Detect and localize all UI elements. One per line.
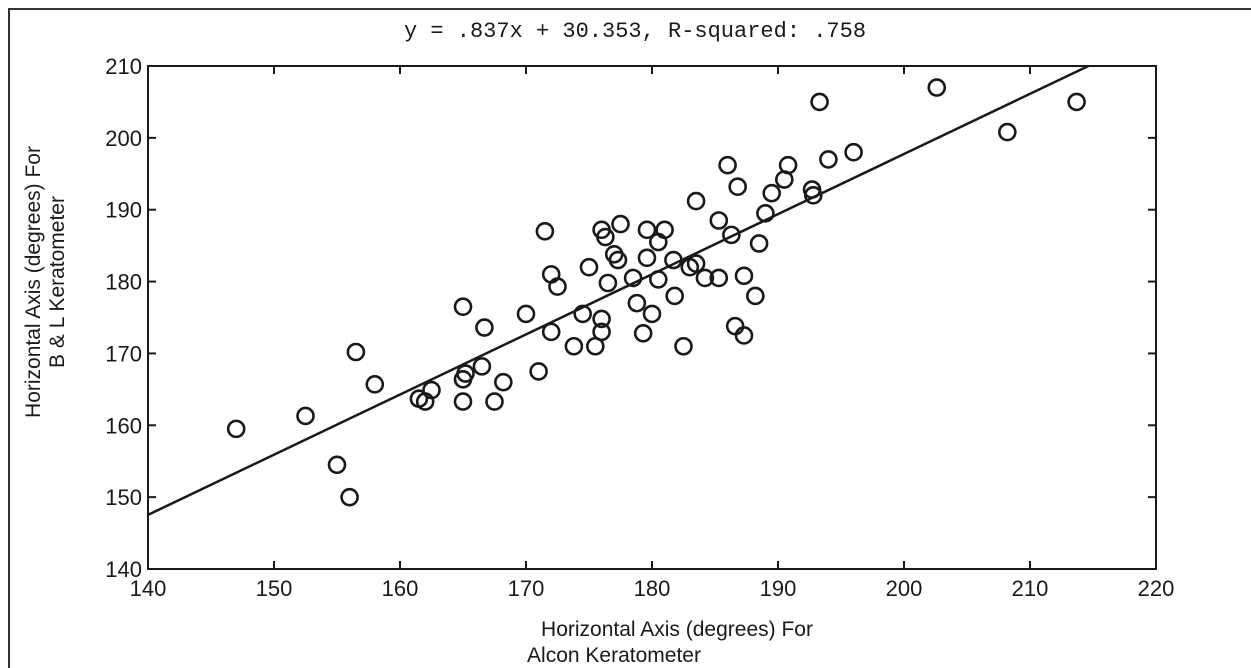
x-tick-label: 210 <box>1012 576 1049 601</box>
data-point <box>453 297 473 317</box>
data-point <box>453 392 473 411</box>
data-point <box>535 221 555 241</box>
x-axis-ticks: 140 150 160 170 180 190 200 210 220 <box>130 66 1175 601</box>
x-tick-label: 150 <box>256 576 293 601</box>
data-point <box>734 266 754 286</box>
data-point <box>1067 92 1086 112</box>
data-point <box>655 220 674 240</box>
data-point <box>722 225 741 245</box>
data-point <box>226 419 246 439</box>
data-point <box>728 177 747 197</box>
y-axis-ticks: 140 150 160 170 180 190 200 210 <box>105 54 1156 582</box>
frame-border-left <box>8 8 10 668</box>
regression-line <box>147 64 1089 516</box>
y-tick-label: 200 <box>105 126 142 151</box>
data-point <box>592 322 611 342</box>
data-point <box>803 186 823 205</box>
data-point <box>927 78 947 97</box>
data-point <box>725 316 745 336</box>
frame-border-top <box>8 8 1251 10</box>
data-point <box>648 270 668 289</box>
y-axis-label-line-1: Horizontal Axis (degrees) For <box>22 146 45 418</box>
data-point <box>541 322 561 342</box>
data-point <box>296 406 315 426</box>
data-point <box>573 304 593 324</box>
data-point <box>664 250 683 270</box>
data-point <box>608 250 628 270</box>
data-point <box>327 455 347 475</box>
data-point <box>674 336 693 356</box>
data-point <box>365 375 385 394</box>
plot-area <box>147 65 1157 570</box>
x-axis-label-line-1: Horizontal Axis (degrees) For <box>541 618 813 641</box>
data-point <box>819 150 838 169</box>
data-point <box>456 364 475 383</box>
data-point <box>475 318 494 337</box>
y-tick-label: 210 <box>105 54 142 79</box>
y-tick-label: 170 <box>105 341 142 366</box>
data-point <box>734 326 754 345</box>
data-point <box>637 248 657 268</box>
data-point <box>627 293 647 313</box>
data-point <box>642 304 662 324</box>
chart-title: y = .837x + 30.353, R-squared: .758 <box>404 19 866 44</box>
data-point <box>998 122 1017 142</box>
data-point <box>633 324 653 343</box>
data-point <box>695 268 715 288</box>
data-point <box>579 257 599 277</box>
data-point <box>778 155 798 175</box>
data-point <box>756 204 775 223</box>
data-point <box>548 277 567 296</box>
x-tick-label: 200 <box>886 576 923 601</box>
y-tick-label: 180 <box>105 270 142 295</box>
x-tick-label: 160 <box>382 576 419 601</box>
data-point <box>746 286 765 306</box>
data-points <box>226 78 1086 507</box>
data-point <box>686 254 706 273</box>
data-point <box>749 234 769 253</box>
data-point <box>762 183 782 203</box>
data-point <box>592 309 611 329</box>
data-point <box>718 155 737 175</box>
data-point <box>472 357 492 376</box>
data-point <box>709 211 729 230</box>
x-tick-label: 180 <box>634 576 671 601</box>
x-tick-label: 190 <box>760 576 797 601</box>
x-tick-label: 140 <box>130 576 167 601</box>
data-point <box>709 268 729 288</box>
data-point <box>485 392 504 411</box>
y-tick-label: 150 <box>105 485 142 510</box>
data-point <box>340 487 359 507</box>
y-axis-label-line-2: B & L Keratometer <box>46 196 69 368</box>
y-tick-label: 190 <box>105 198 142 223</box>
y-tick-label: 160 <box>105 413 142 438</box>
x-tick-label: 170 <box>508 576 545 601</box>
data-point <box>686 191 706 211</box>
data-point <box>596 227 615 247</box>
data-point <box>494 372 513 392</box>
y-tick-label: 140 <box>105 557 142 582</box>
data-point <box>346 342 366 362</box>
data-point <box>623 268 643 288</box>
data-point <box>598 273 618 293</box>
data-point <box>422 380 441 400</box>
data-point <box>611 214 630 234</box>
data-point <box>665 286 684 306</box>
x-tick-label: 220 <box>1138 576 1175 601</box>
data-point <box>844 142 863 162</box>
data-point <box>637 220 657 240</box>
data-point <box>564 336 584 356</box>
x-axis-label-line-2: Alcon Keratometer <box>527 644 701 667</box>
data-point <box>529 362 548 381</box>
data-point <box>516 304 536 324</box>
data-point <box>810 92 829 112</box>
